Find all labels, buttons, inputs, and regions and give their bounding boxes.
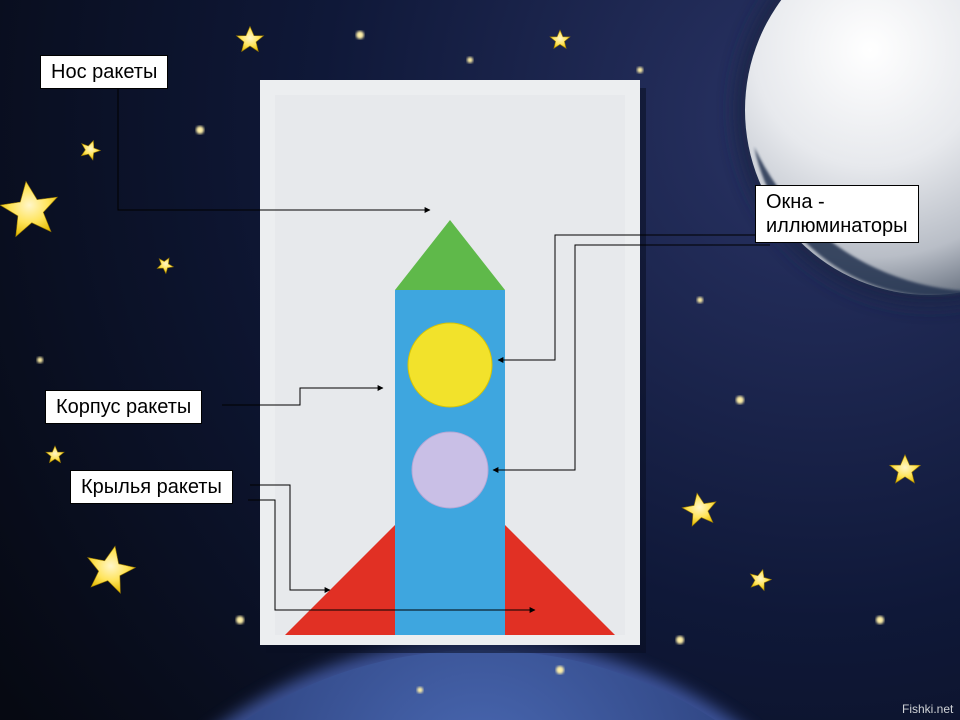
watermark: Fishki.net — [902, 702, 953, 716]
label-nose: Нос ракеты — [40, 55, 168, 89]
leader-lines — [0, 0, 960, 720]
label-wings: Крылья ракеты — [70, 470, 233, 504]
diagram-stage: Нос ракеты Корпус ракеты Крылья ракеты О… — [0, 0, 960, 720]
label-body: Корпус ракеты — [45, 390, 202, 424]
label-windows: Окна - иллюминаторы — [755, 185, 919, 243]
